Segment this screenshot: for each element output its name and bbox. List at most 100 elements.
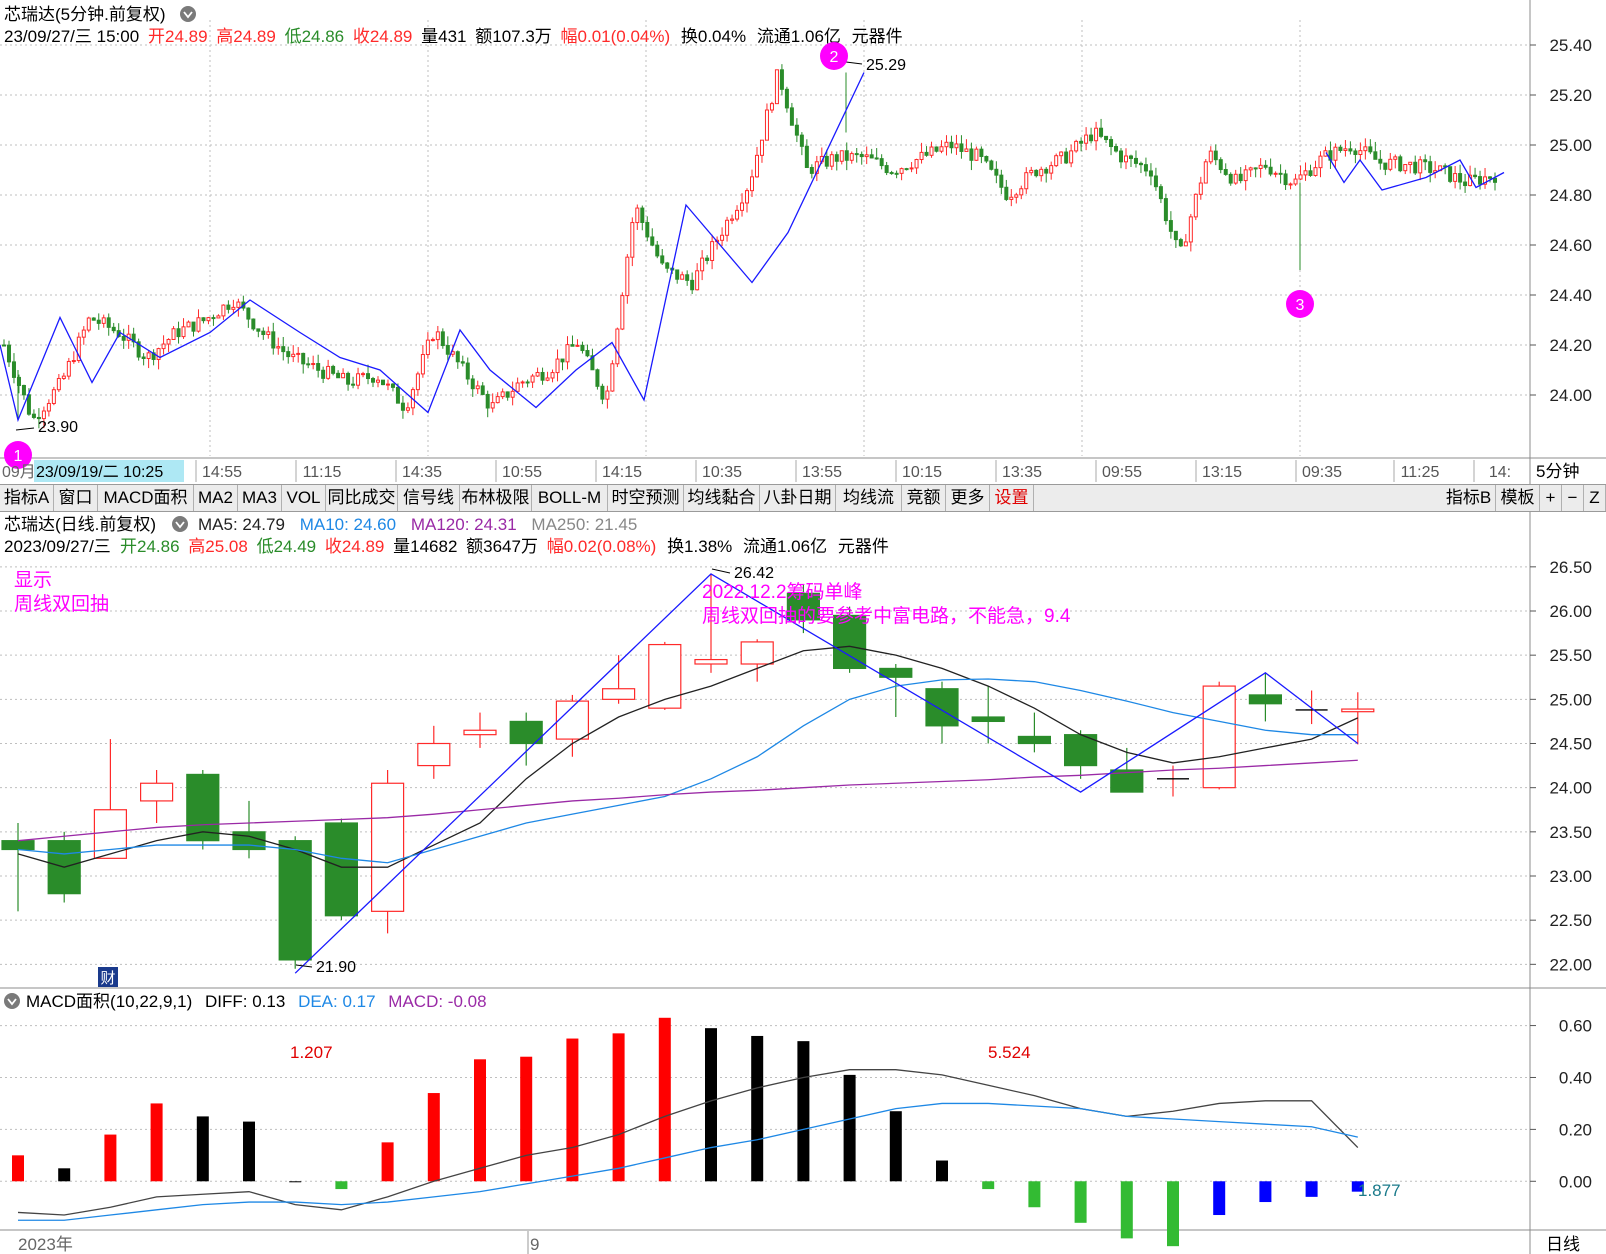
top-candle-body: [366, 373, 371, 380]
mid-high-value: 25.08: [205, 537, 248, 556]
top-candle-body: [470, 378, 475, 390]
top-candle-body: [440, 331, 445, 347]
top-candle-body: [1458, 173, 1463, 183]
mid-candles: [1, 573, 1375, 969]
top-candle-body: [1378, 158, 1383, 164]
toolbar-item-13[interactable]: 均线流: [836, 485, 902, 511]
top-candle-body: [1263, 164, 1268, 168]
top-candle-body: [595, 369, 600, 387]
top-y-tick-label: 24.00: [1549, 386, 1592, 405]
top-candles: [2, 64, 1498, 429]
top-candle-body: [884, 165, 889, 174]
top-candle-body: [465, 362, 470, 380]
mid-volume-value: 14682: [410, 537, 457, 556]
top-candle-body: [191, 321, 196, 332]
top-candle-body: [1248, 167, 1253, 171]
top-period-label[interactable]: 5分钟: [1536, 462, 1579, 481]
toolbar-item-11[interactable]: 均线黏合: [684, 485, 760, 511]
toolbar-item-16[interactable]: 设置: [990, 485, 1034, 511]
toolbar-item-14[interactable]: 竞额: [902, 485, 946, 511]
top-candle-body: [695, 270, 700, 291]
finance-icon[interactable]: 财: [98, 967, 118, 987]
top-waves: [0, 72, 1505, 423]
top-candle-body: [1183, 241, 1188, 247]
toolbar-item-0[interactable]: 指标A: [0, 485, 54, 511]
toolbar-item-2[interactable]: MACD面积: [98, 485, 194, 511]
top-candle-body: [1119, 150, 1124, 163]
macd-bar: [150, 1103, 163, 1182]
top-candle-body: [1478, 176, 1483, 185]
mid-candle-body: [140, 782, 174, 802]
top-candle-body: [495, 396, 500, 404]
top-candle-body: [769, 103, 774, 111]
top-candle-body: [1293, 178, 1298, 185]
toolbar-item-5[interactable]: VOL: [282, 485, 326, 511]
top-candle-body: [1193, 193, 1198, 218]
top-candle-body: [854, 153, 859, 156]
top-candle-body: [625, 256, 630, 297]
top-candle-body: [1128, 155, 1133, 159]
top-candle-body: [1208, 150, 1213, 163]
toolbar-right-item-4[interactable]: Z: [1584, 485, 1606, 511]
toolbar-right-item-0[interactable]: 指标B: [1442, 485, 1496, 511]
macd-dropdown-icon[interactable]: [4, 993, 20, 1009]
top-candle-body: [610, 363, 615, 392]
top-x-tick-label: 11:15: [303, 464, 342, 481]
top-candle-body: [1049, 165, 1054, 174]
top-title-dropdown-icon[interactable]: [180, 6, 196, 22]
toolbar-item-1[interactable]: 窗口: [54, 485, 98, 511]
mid-title-dropdown-icon[interactable]: [172, 516, 188, 532]
mid-candle-body: [463, 729, 497, 736]
top-candle-body: [400, 402, 405, 411]
toolbar-item-9[interactable]: BOLL-M: [532, 485, 608, 511]
toolbar-right-item-3[interactable]: −: [1562, 485, 1584, 511]
top-amount-value: 107.3万: [492, 27, 552, 46]
toolbar-item-15[interactable]: 更多: [946, 485, 990, 511]
top-candle-body: [1493, 177, 1498, 183]
top-x-axis: 14:55 11:15 14:35 10:55 14:15 10:35 13:55 10:15…: [195, 460, 1511, 482]
top-candle-body: [665, 262, 670, 269]
mid-turnover: 换1.38%: [667, 537, 732, 556]
macd-bar: [797, 1041, 810, 1182]
mid-candle-body: [232, 831, 266, 851]
mid-peak-label: 26.42: [734, 565, 774, 582]
top-candle-body: [1094, 127, 1099, 142]
top-candle-body: [859, 153, 864, 158]
bot-x-year: 2023年: [18, 1235, 73, 1254]
top-candle-body: [1099, 127, 1104, 137]
top-low-label: 23.90: [38, 419, 78, 436]
top-candle-body: [655, 244, 660, 257]
macd-bar: [12, 1155, 24, 1182]
top-candle-body: [545, 377, 550, 381]
top-candle-body: [1124, 155, 1128, 163]
top-candle-body: [380, 379, 385, 386]
top-candle-body: [745, 190, 750, 204]
toolbar-item-4[interactable]: MA3: [238, 485, 282, 511]
top-candle-body: [979, 148, 984, 157]
top-candle-body: [1243, 169, 1248, 182]
toolbar-right-item-1[interactable]: 模板: [1496, 485, 1540, 511]
mid-y-tick-label: 25.50: [1549, 646, 1592, 665]
bot-period-label[interactable]: 日线: [1546, 1235, 1580, 1254]
top-candle-body: [361, 373, 366, 376]
top-candle-body: [311, 363, 316, 366]
toolbar-item-10[interactable]: 时空预测: [608, 485, 684, 511]
top-candle-body: [1373, 151, 1378, 160]
top-x-tick-label: 14:55: [202, 464, 242, 481]
toolbar-item-12[interactable]: 八卦日期: [760, 485, 836, 511]
top-y-tick-label: 24.60: [1549, 236, 1592, 255]
top-candle-body: [1343, 148, 1348, 152]
toolbar-item-7[interactable]: 信号线: [398, 485, 460, 511]
top-candle-body: [86, 317, 91, 331]
diff-legend: DIFF: 0.13: [205, 992, 285, 1011]
top-candle-body: [789, 107, 794, 126]
toolbar-item-6[interactable]: 同比成交: [326, 485, 398, 511]
wave-marker-3: 3: [1286, 290, 1314, 318]
toolbar-item-8[interactable]: 布林极限: [460, 485, 532, 511]
top-candle-body: [405, 407, 410, 411]
top-volume-value: 431: [438, 27, 466, 46]
top-candle-body: [51, 389, 56, 404]
toolbar-right-item-2[interactable]: +: [1540, 485, 1562, 511]
top-candle-body: [455, 351, 460, 363]
toolbar-item-3[interactable]: MA2: [194, 485, 238, 511]
